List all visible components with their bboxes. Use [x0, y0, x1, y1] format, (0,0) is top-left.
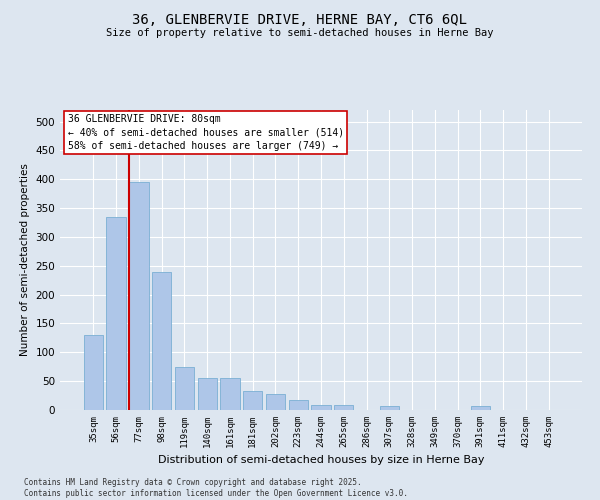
Bar	[470, 406, 490, 410]
Bar	[334, 406, 353, 410]
Bar	[380, 406, 399, 410]
Bar	[266, 394, 285, 410]
Text: Size of property relative to semi-detached houses in Herne Bay: Size of property relative to semi-detach…	[106, 28, 494, 38]
Text: 36, GLENBERVIE DRIVE, HERNE BAY, CT6 6QL: 36, GLENBERVIE DRIVE, HERNE BAY, CT6 6QL	[133, 12, 467, 26]
Bar	[311, 406, 331, 410]
Bar	[129, 182, 149, 410]
Bar	[243, 391, 262, 410]
X-axis label: Distribution of semi-detached houses by size in Herne Bay: Distribution of semi-detached houses by …	[158, 456, 484, 466]
Y-axis label: Number of semi-detached properties: Number of semi-detached properties	[20, 164, 30, 356]
Bar	[197, 378, 217, 410]
Bar	[220, 378, 239, 410]
Text: 36 GLENBERVIE DRIVE: 80sqm
← 40% of semi-detached houses are smaller (514)
58% o: 36 GLENBERVIE DRIVE: 80sqm ← 40% of semi…	[68, 114, 344, 151]
Bar	[175, 366, 194, 410]
Bar	[84, 335, 103, 410]
Bar	[152, 272, 172, 410]
Bar	[289, 400, 308, 410]
Bar	[106, 216, 126, 410]
Text: Contains HM Land Registry data © Crown copyright and database right 2025.
Contai: Contains HM Land Registry data © Crown c…	[24, 478, 408, 498]
